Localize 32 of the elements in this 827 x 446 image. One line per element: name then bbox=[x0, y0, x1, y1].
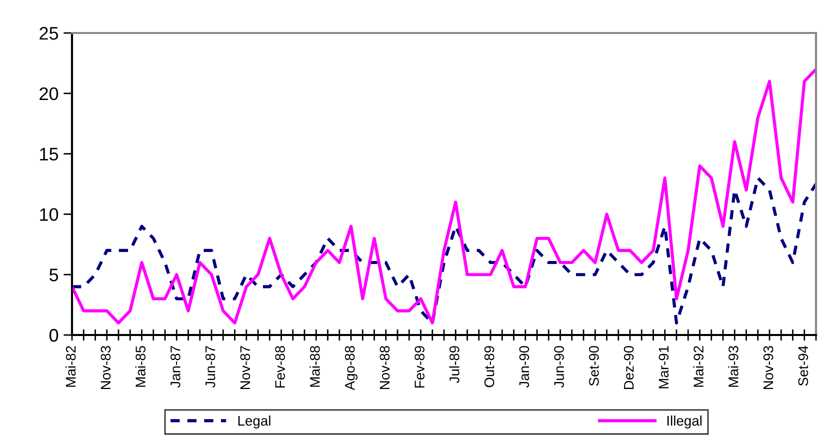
x-tick-label: Mar-91 bbox=[658, 346, 669, 388]
x-tick-label: Jul-89 bbox=[449, 346, 460, 384]
x-tick-label: Fev-88 bbox=[275, 346, 285, 388]
x-tick-label: Mai-88 bbox=[310, 346, 320, 387]
x-tick-label: Jan-90 bbox=[519, 346, 530, 388]
x-tick-label: Fev-89 bbox=[414, 346, 424, 388]
y-tick-label: 15 bbox=[40, 148, 58, 161]
legend-label: Illegal bbox=[667, 415, 702, 428]
x-tick-label: Nov-83 bbox=[100, 346, 111, 390]
x-tick-label: Mai-93 bbox=[728, 346, 738, 387]
line-series bbox=[72, 68, 816, 324]
y-tick-label: 10 bbox=[40, 208, 58, 221]
legend-label: Legal bbox=[238, 415, 270, 428]
x-tick-label: Jun-90 bbox=[554, 346, 564, 388]
x-tick-label: Mai-82 bbox=[66, 346, 76, 387]
x-tick-label: Set-90 bbox=[589, 346, 599, 386]
x-tick-label: Nov-93 bbox=[763, 346, 774, 390]
x-tick-label: Nov-88 bbox=[380, 346, 390, 390]
x-tick-label: Out-89 bbox=[484, 346, 494, 388]
y-tick-label: 5 bbox=[49, 268, 58, 282]
x-tick-label: Mai-92 bbox=[693, 346, 704, 387]
x-tick-label: Set-94 bbox=[798, 346, 808, 386]
y-tick-label: 0 bbox=[49, 328, 58, 342]
y-tick-label: 20 bbox=[40, 87, 58, 100]
x-tick-label: Mai-85 bbox=[135, 346, 146, 387]
y-tick-label: 25 bbox=[40, 26, 58, 40]
x-tick-label: Nov-87 bbox=[240, 346, 250, 390]
line-series bbox=[72, 176, 816, 324]
x-tick-label: Jan-87 bbox=[170, 346, 180, 388]
x-tick-label: Jun-87 bbox=[205, 346, 216, 388]
x-tick-label: Ago-88 bbox=[344, 346, 358, 390]
x-tick-label: Dez-90 bbox=[624, 346, 634, 390]
